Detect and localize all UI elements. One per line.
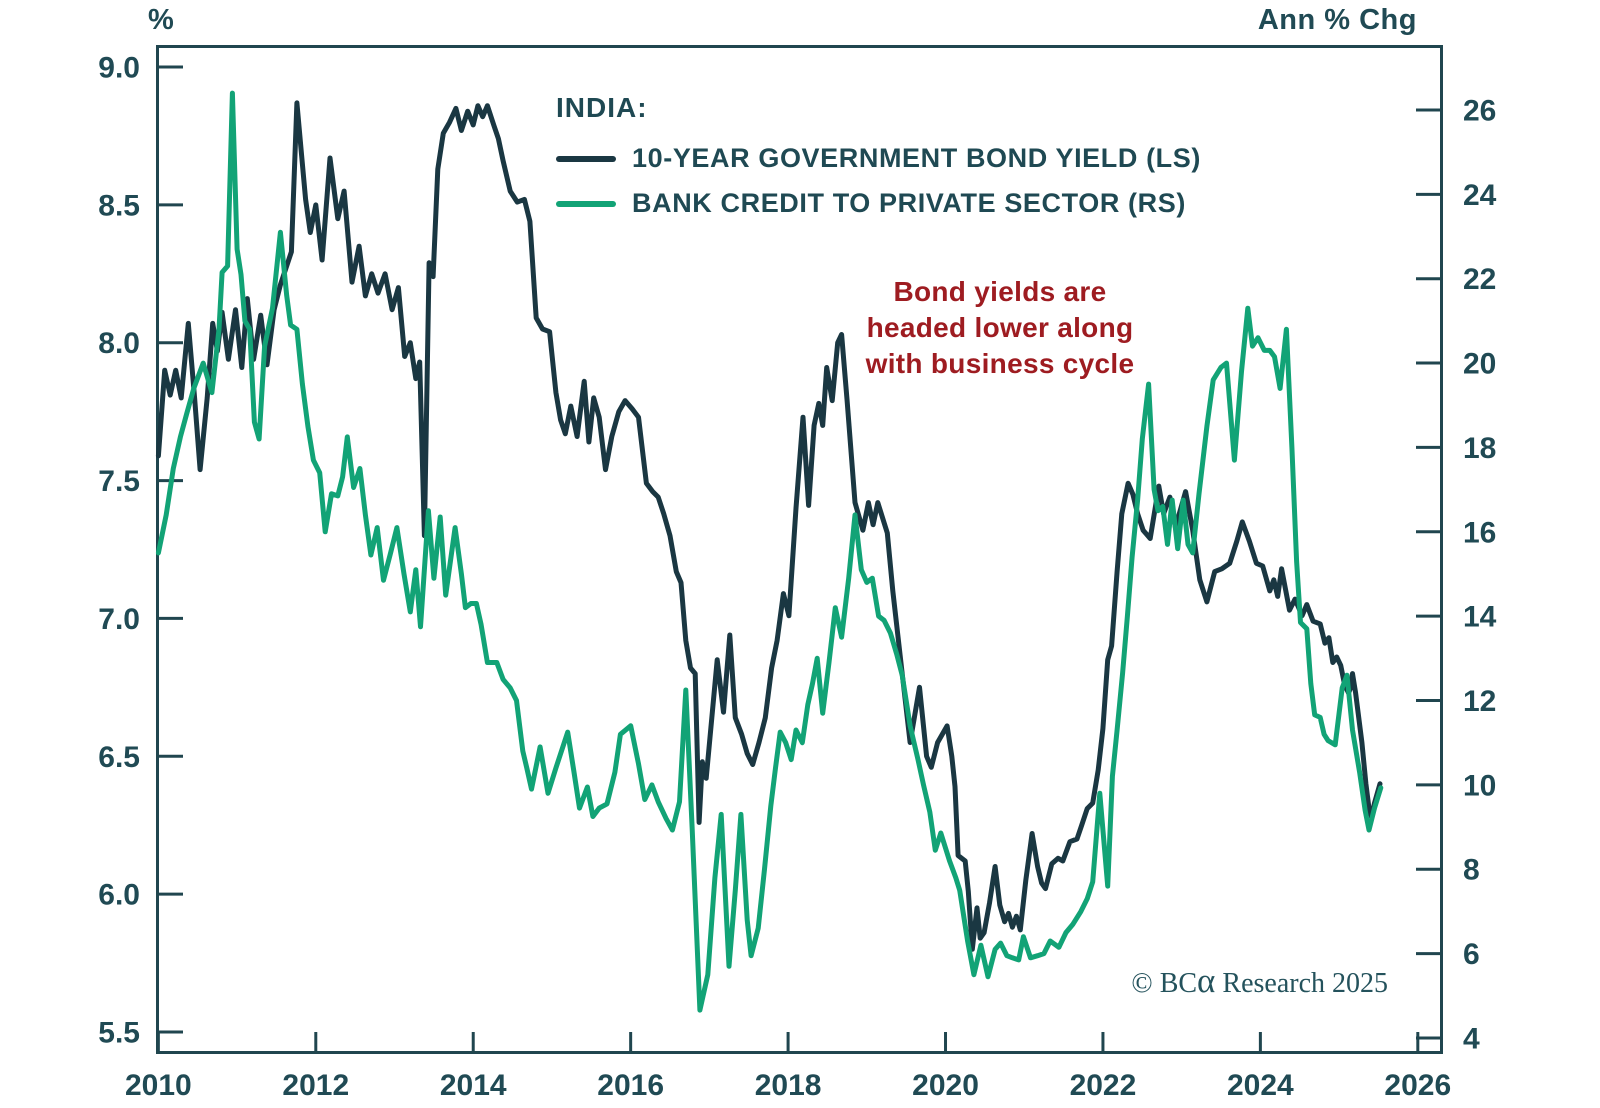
left-axis-unit-label: % [148, 4, 175, 36]
copyright-pre: © BC [1131, 968, 1198, 999]
right-axis-tick-label: 16 [1463, 516, 1496, 549]
copyright-notice: © BCα Research 2025 [1131, 963, 1388, 1000]
x-axis-tick-label: 2014 [440, 1069, 507, 1102]
right-axis-tick-label: 10 [1463, 769, 1496, 802]
bond-yield-line-swatch [556, 155, 616, 162]
right-axis-tick-label: 24 [1463, 179, 1497, 212]
right-axis-tick-label: 8 [1463, 854, 1480, 887]
right-axis-tick-label: 6 [1463, 938, 1480, 971]
x-axis-tick-label: 2016 [597, 1069, 664, 1102]
left-axis-tick-label: 6.5 [98, 741, 140, 774]
right-axis-tick-label: 20 [1463, 348, 1496, 381]
bca-alpha-glyph: α [1197, 961, 1216, 1000]
annotation-line-3: with business cycle [865, 348, 1135, 379]
bank-credit-line [155, 90, 1384, 1013]
right-axis-tick-label: 12 [1463, 685, 1496, 718]
right-axis-tick-label: 4 [1463, 1022, 1480, 1055]
right-axis-tick-label: 26 [1463, 94, 1496, 127]
copyright-post: Research 2025 [1215, 968, 1388, 999]
right-axis-tick-label: 18 [1463, 432, 1496, 465]
x-axis-tick-label: 2010 [125, 1069, 192, 1102]
right-axis-tick-label: 22 [1463, 263, 1496, 296]
left-axis-tick-label: 7.0 [98, 603, 140, 636]
legend-label-bank-credit: BANK CREDIT TO PRIVATE SECTOR (RS) [632, 188, 1186, 218]
left-axis-tick-label: 5.5 [98, 1016, 140, 1049]
legend-item-bank-credit: BANK CREDIT TO PRIVATE SECTOR (RS) [556, 181, 1201, 226]
chart-legend: INDIA: 10-YEAR GOVERNMENT BOND YIELD (LS… [556, 92, 1201, 226]
x-axis-tick-label: 2022 [1070, 1069, 1137, 1102]
x-axis-tick-label: 2024 [1227, 1069, 1294, 1102]
legend-label-bond-yield: 10-YEAR GOVERNMENT BOND YIELD (LS) [632, 143, 1201, 173]
left-axis-tick-label: 7.5 [98, 465, 140, 498]
bank-credit-line-swatch [556, 200, 616, 207]
left-axis-tick-label: 6.0 [98, 879, 140, 912]
legend-item-bond-yield: 10-YEAR GOVERNMENT BOND YIELD (LS) [556, 136, 1201, 181]
right-axis-unit-label: Ann % Chg [1257, 4, 1417, 36]
legend-title: INDIA: [556, 92, 648, 123]
left-axis-tick-label: 8.5 [98, 189, 140, 222]
annotation-line-2: headed lower along [866, 312, 1134, 343]
x-axis-tick-label: 2018 [755, 1069, 822, 1102]
x-axis-tick-label: 2020 [912, 1069, 979, 1102]
annotation-line-1: Bond yields are [893, 276, 1107, 307]
annotation-text: Bond yields are headed lower along with … [810, 274, 1190, 382]
left-axis-tick-label: 8.0 [98, 327, 140, 360]
left-axis-tick-label: 9.0 [98, 52, 140, 85]
x-axis-tick-label: 2012 [282, 1069, 349, 1102]
right-axis-tick-label: 14 [1463, 601, 1497, 634]
x-axis-tick-label: 2026 [1384, 1069, 1451, 1102]
